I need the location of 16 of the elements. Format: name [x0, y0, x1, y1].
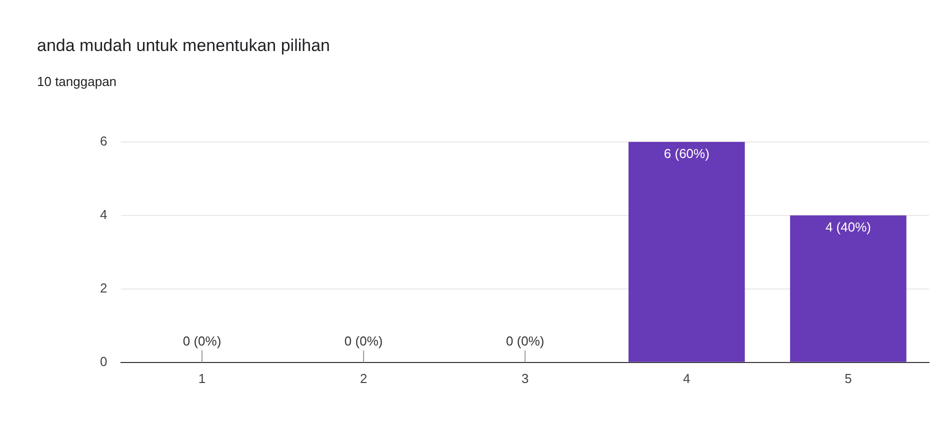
data-label: 0 (0%) — [182, 333, 222, 348]
y-tick-label: 2 — [100, 280, 108, 296]
x-tick-label: 4 — [683, 370, 690, 386]
y-tick-label: 4 — [100, 206, 108, 222]
x-tick-label: 3 — [522, 370, 529, 386]
x-tick-label: 1 — [198, 370, 206, 386]
y-tick-label: 6 — [100, 133, 108, 148]
x-tick-label: 5 — [844, 370, 852, 386]
data-label: 0 (0%) — [506, 333, 544, 348]
data-label: 6 (60%) — [664, 146, 710, 161]
data-label: 4 (40%) — [825, 219, 871, 234]
chart-title: anda mudah untuk menentukan pilihan — [37, 36, 330, 56]
data-label: 0 (0%) — [344, 333, 383, 348]
y-tick-label: 0 — [100, 354, 108, 369]
x-tick-label: 2 — [360, 370, 368, 386]
chart-subtitle: 10 tanggapan — [37, 74, 117, 89]
